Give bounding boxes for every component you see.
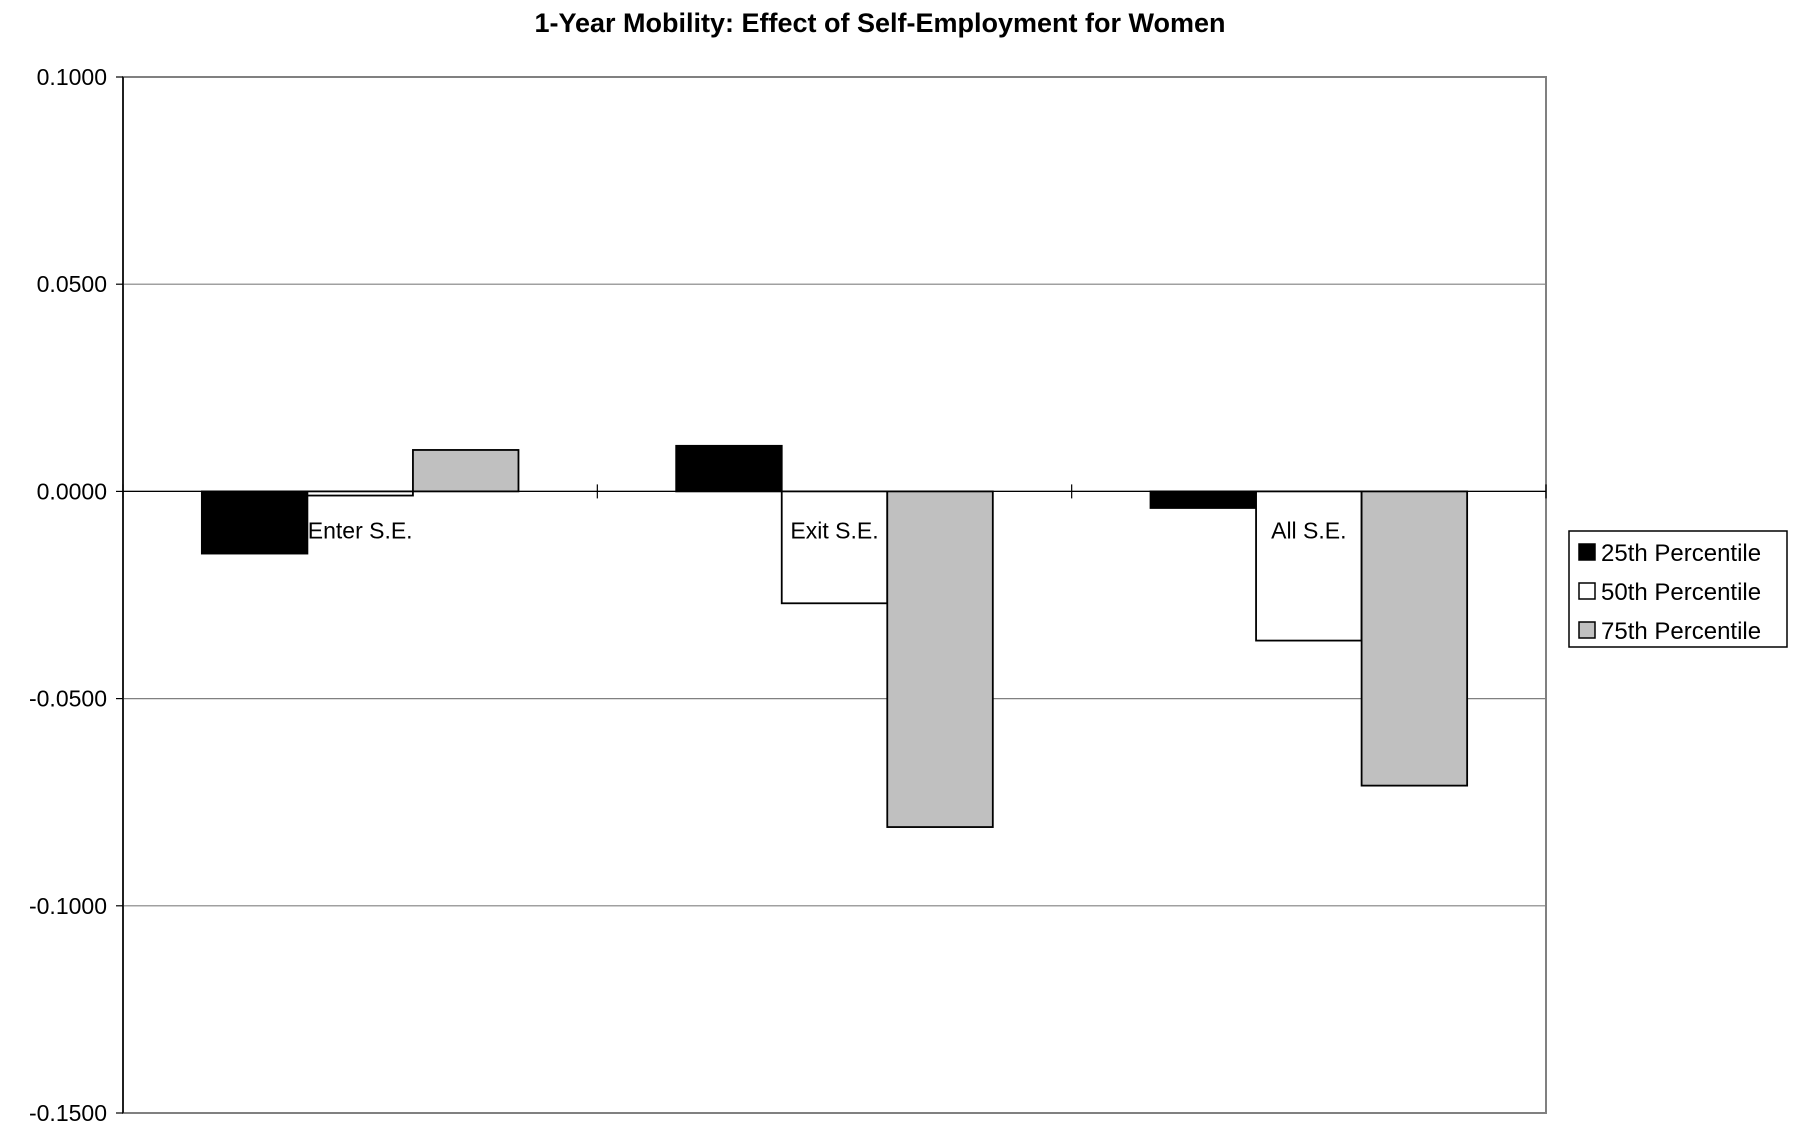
y-tick-label: -0.1500 (29, 1100, 107, 1124)
chart-title: 1-Year Mobility: Effect of Self-Employme… (534, 8, 1225, 38)
bar (886, 490, 994, 828)
legend: 25th Percentile 50th Percentile 75th Perce… (1568, 530, 1788, 648)
bar (1149, 490, 1257, 509)
bar (200, 490, 309, 555)
y-tick-label: -0.1000 (29, 893, 107, 919)
legend-label: 25th Percentile (1601, 540, 1761, 567)
y-tick-label: 0.0500 (37, 271, 107, 297)
bar (1360, 490, 1469, 787)
legend-swatch (1578, 621, 1596, 639)
bars (200, 444, 1469, 828)
legend-label: 50th Percentile (1601, 579, 1761, 606)
legend-label: 75th Percentile (1601, 618, 1761, 645)
legend-swatch (1578, 543, 1596, 561)
bar (412, 449, 520, 493)
y-tick-label: 0.0000 (37, 478, 107, 504)
y-tick-label: -0.0500 (29, 686, 107, 712)
y-axis: 0.1000 0.0500 0.0000 -0.0500 -0.1000 -0.1500 (29, 64, 124, 1124)
x-tick-label: Exit S.E. (790, 517, 878, 543)
x-tick-label: Enter S.E. (308, 517, 413, 543)
x-tick-label: All S.E. (1271, 517, 1346, 543)
bar (675, 444, 783, 493)
bar (306, 490, 414, 497)
y-tick-label: 0.1000 (37, 64, 107, 90)
bar (1255, 490, 1363, 642)
legend-box (1568, 530, 1788, 648)
x-axis: Enter S.E. Exit S.E. All S.E. (122, 484, 1547, 543)
bar (780, 490, 889, 605)
legend-swatch (1578, 582, 1596, 600)
